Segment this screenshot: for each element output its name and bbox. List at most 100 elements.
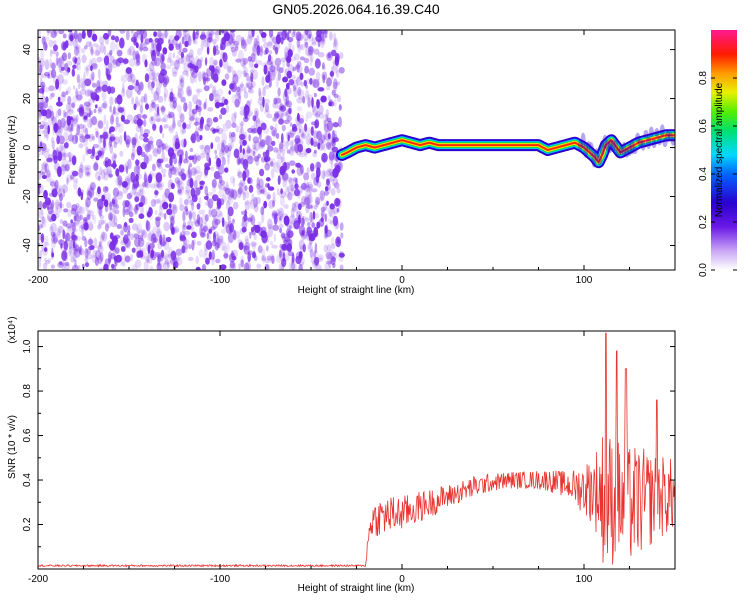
noise-speckle — [46, 30, 51, 34]
noise-speckle — [296, 38, 301, 48]
noise-speckle — [295, 31, 302, 41]
noise-speckle — [207, 36, 213, 43]
noise-speckle — [221, 156, 226, 166]
noise-speckle — [179, 204, 185, 212]
noise-speckle — [87, 118, 93, 129]
noise-speckle — [334, 162, 339, 168]
noise-speckle — [38, 258, 42, 269]
noise-speckle — [180, 78, 183, 83]
noise-speckle — [255, 110, 259, 119]
noise-speckle — [231, 38, 236, 44]
noise-speckle — [93, 197, 99, 202]
noise-speckle — [78, 168, 84, 179]
noise-speckle — [151, 243, 155, 250]
noise-speckle — [194, 75, 198, 83]
noise-speckle — [91, 71, 95, 81]
noise-speckle — [276, 149, 279, 155]
noise-speckle — [158, 204, 163, 216]
noise-speckle — [195, 174, 201, 182]
noise-speckle — [91, 94, 95, 101]
noise-speckle — [285, 109, 290, 121]
noise-speckle — [325, 138, 331, 148]
noise-speckle — [42, 245, 49, 256]
noise-speckle — [179, 197, 183, 206]
noise-speckle — [192, 40, 199, 45]
noise-speckle — [208, 228, 212, 234]
noise-speckle — [59, 193, 63, 202]
noise-speckle — [78, 164, 85, 174]
noise-speckle — [40, 216, 47, 228]
noise-speckle — [217, 238, 223, 244]
noise-speckle — [252, 43, 259, 52]
noise-speckle — [196, 203, 201, 210]
noise-speckle — [62, 109, 66, 118]
noise-speckle — [286, 70, 292, 79]
noise-speckle — [96, 245, 103, 250]
noise-speckle — [107, 85, 112, 95]
noise-speckle — [279, 141, 283, 153]
noise-speckle — [215, 210, 223, 217]
noise-speckle — [60, 66, 65, 71]
noise-speckle — [137, 234, 141, 240]
noise-speckle — [148, 230, 155, 242]
noise-speckle — [138, 248, 144, 253]
noise-speckle — [38, 30, 42, 39]
x-tick-label: -100 — [210, 275, 230, 286]
noise-speckle — [309, 211, 313, 223]
noise-speckle — [170, 215, 175, 227]
noise-speckle — [80, 191, 84, 201]
noise-speckle — [326, 244, 332, 252]
noise-speckle — [98, 244, 104, 255]
noise-speckle — [87, 238, 94, 246]
noise-speckle — [244, 235, 249, 242]
noise-speckle — [147, 141, 151, 151]
noise-speckle — [156, 198, 162, 204]
noise-speckle — [251, 63, 255, 73]
noise-speckle — [239, 179, 246, 186]
noise-speckle — [128, 204, 134, 213]
noise-speckle — [49, 49, 53, 58]
noise-speckle — [319, 190, 325, 201]
noise-speckle — [67, 109, 74, 115]
noise-speckle — [117, 175, 123, 186]
noise-speckle — [308, 138, 313, 144]
noise-speckle — [81, 54, 87, 64]
noise-speckle — [319, 31, 326, 41]
noise-speckle — [149, 61, 155, 72]
noise-speckle — [41, 215, 45, 225]
noise-speckle — [194, 165, 201, 174]
noise-speckle — [58, 144, 64, 152]
noise-speckle — [72, 241, 76, 249]
noise-speckle — [68, 152, 71, 159]
noise-speckle — [91, 116, 97, 126]
noise-speckle — [232, 73, 239, 85]
noise-speckle — [273, 113, 278, 123]
noise-speckle — [169, 182, 174, 188]
noise-speckle — [165, 64, 172, 70]
noise-speckle — [163, 88, 169, 98]
noise-speckle — [38, 209, 44, 219]
y-tick-label: 0.2 — [22, 517, 33, 531]
noise-speckle — [44, 163, 48, 173]
noise-speckle — [41, 241, 44, 252]
noise-speckle — [204, 185, 208, 196]
noise-speckle — [294, 53, 300, 61]
ridge-blob — [640, 140, 646, 151]
noise-speckle — [147, 81, 154, 91]
noise-speckle — [209, 93, 214, 102]
noise-speckle — [163, 77, 170, 83]
noise-speckle — [196, 88, 201, 97]
colorbar-tick-label: 0.6 — [698, 119, 709, 133]
noise-speckle — [246, 76, 252, 84]
noise-speckle — [185, 85, 192, 97]
noise-speckle — [134, 196, 140, 203]
noise-speckle — [235, 231, 240, 239]
noise-speckle — [45, 260, 50, 265]
noise-speckle — [159, 141, 164, 147]
noise-speckle — [139, 183, 144, 193]
noise-speckle — [140, 33, 144, 44]
noise-speckle — [334, 69, 338, 74]
noise-speckle — [135, 159, 140, 166]
noise-speckle — [304, 217, 310, 222]
